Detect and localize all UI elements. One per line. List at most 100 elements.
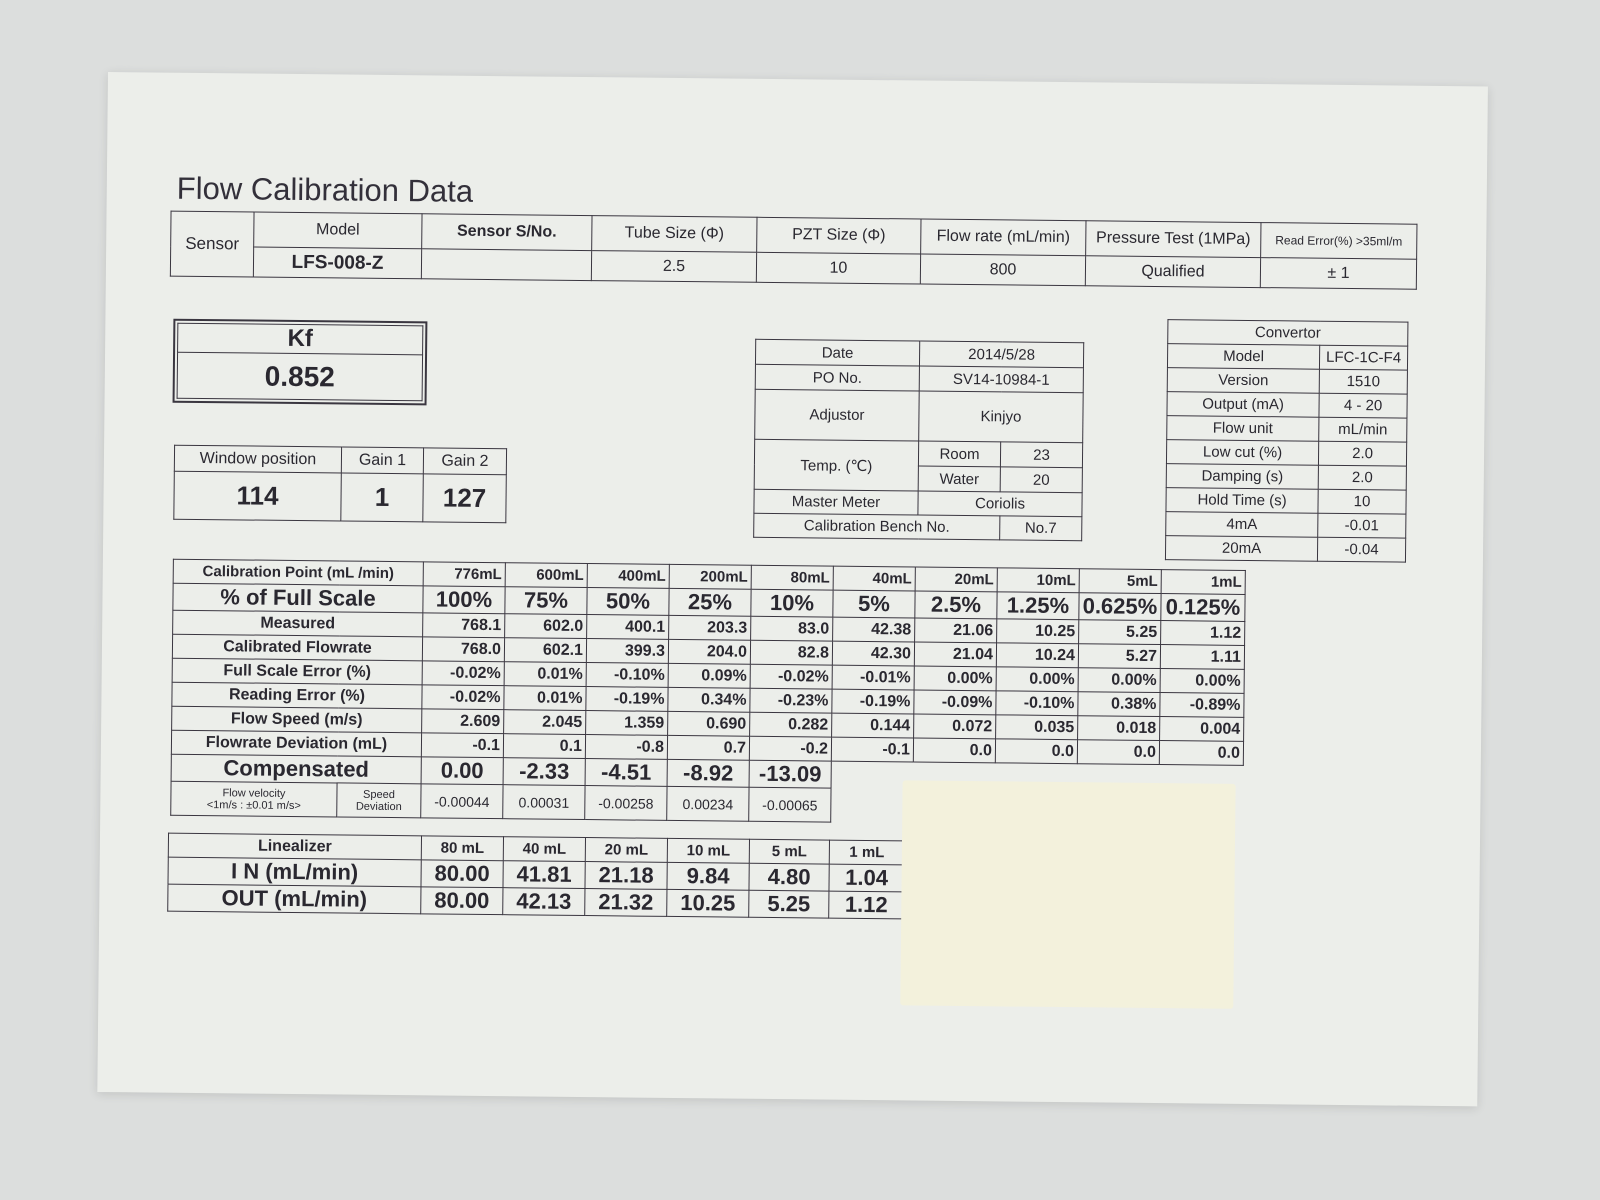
- convertor-row: 20mA -0.04: [1165, 535, 1406, 563]
- data-cell: 5.25: [1078, 619, 1161, 645]
- compensated-value: -13.09: [749, 760, 832, 789]
- linearizer-label: Linealizer: [168, 833, 422, 860]
- kf-value: 0.852: [177, 352, 423, 401]
- temp-label: Temp. (℃): [754, 439, 919, 492]
- data-cell: 40mL: [833, 566, 916, 591]
- convertor-value: 2.0: [1318, 465, 1407, 491]
- data-cell: -0.09%: [913, 689, 997, 715]
- master-meter-label: Master Meter: [753, 489, 919, 516]
- data-cell: 10.25: [996, 618, 1079, 644]
- data-cell: 602.1: [504, 637, 587, 663]
- linearizer-in-label: I N (mL/min): [167, 857, 422, 887]
- data-cell: -0.23%: [749, 688, 833, 714]
- data-cell: -0.89%: [1159, 692, 1245, 718]
- data-cell: 0.34%: [667, 687, 751, 713]
- pzt-size-value: 10: [756, 252, 921, 285]
- window-gain-table: Window position Gain 1 Gain 2 114 1 127: [173, 445, 507, 523]
- convertor-row: Damping (s) 2.0: [1166, 463, 1407, 491]
- data-cell: 400.1: [586, 614, 669, 640]
- pressure-test-header: Pressure Test (1MPa): [1085, 220, 1261, 258]
- data-cell: 100%: [422, 585, 506, 614]
- linearizer-in-value: 1.04: [828, 864, 905, 892]
- data-cell: 0.0: [913, 737, 996, 763]
- linearizer-header: 40 mL: [503, 836, 586, 862]
- data-cell: 0.09%: [668, 663, 751, 689]
- speed-deviation-label: Speed Deviation: [336, 782, 422, 818]
- linearizer-in-value: 9.84: [666, 862, 750, 891]
- speed-deviation-value: -0.00044: [420, 783, 504, 819]
- linearizer-in-value: 80.00: [420, 859, 504, 888]
- convertor-row: Low cut (%) 2.0: [1166, 439, 1407, 467]
- read-error-header: Read Error(%) >35ml/m: [1260, 222, 1417, 260]
- data-cell: 5mL: [1079, 568, 1162, 594]
- convertor-row: Model LFC-1C-F4: [1167, 343, 1408, 371]
- po-label: PO No.: [755, 364, 920, 392]
- data-cell: 1.12: [1160, 620, 1245, 646]
- data-cell: 42.38: [832, 617, 915, 642]
- kf-box: Kf 0.852: [172, 318, 428, 406]
- bench-label: Calibration Bench No.: [753, 513, 1000, 540]
- model-header: Model: [253, 212, 423, 249]
- convertor-label: Low cut (%): [1166, 439, 1319, 466]
- convertor-label: 4mA: [1165, 511, 1318, 538]
- data-cell: 0.0: [995, 738, 1078, 764]
- compensated-value: 0.00: [421, 756, 504, 785]
- calibration-sheet: Flow Calibration Data Sensor Model Senso…: [97, 72, 1488, 1107]
- data-cell: -0.02%: [422, 660, 505, 686]
- row-label: Full Scale Error (%): [172, 658, 423, 685]
- water-value: 20: [1000, 466, 1083, 493]
- window-position-value: 114: [173, 471, 342, 521]
- speed-deviation-value: -0.00258: [584, 785, 668, 821]
- linearizer-out-value: 10.25: [666, 889, 749, 918]
- info-table: Date 2014/5/28 PO No. SV14-10984-1 Adjusto…: [753, 339, 1084, 541]
- convertor-value: LFC-1C-F4: [1319, 345, 1408, 371]
- convertor-label: Damping (s): [1166, 463, 1319, 490]
- convertor-value: 1510: [1319, 369, 1408, 395]
- data-cell: 0.0: [1159, 740, 1244, 766]
- document-title: Flow Calibration Data: [176, 170, 474, 209]
- speed-deviation-value: -0.00065: [748, 787, 832, 823]
- data-cell: 83.0: [750, 616, 833, 642]
- flow-rate-header: Flow rate (mL/min): [920, 219, 1086, 256]
- tube-size-header: Tube Size (Φ): [591, 215, 758, 253]
- data-cell: 0.7: [667, 735, 750, 761]
- row-label: Flowrate Deviation (mL): [171, 730, 422, 757]
- data-cell: 0.004: [1159, 716, 1244, 742]
- sensor-table: Sensor Model Sensor S/No. Tube Size (Φ) …: [170, 211, 1418, 290]
- serial-header: Sensor S/No.: [421, 213, 593, 251]
- linearizer-header: 5 mL: [749, 839, 830, 865]
- convertor-value: 2.0: [1318, 441, 1407, 467]
- data-cell: 21.04: [914, 641, 997, 667]
- data-cell: -0.19%: [831, 689, 915, 714]
- linearizer-out-value: 42.13: [502, 887, 585, 916]
- data-cell: 602.0: [504, 613, 587, 639]
- data-cell: 0.00%: [914, 665, 997, 691]
- row-label: Calibration Point (mL /min): [173, 559, 424, 586]
- data-cell: 0.282: [749, 712, 832, 738]
- convertor-label: 20mA: [1165, 535, 1318, 562]
- data-cell: 82.8: [750, 640, 833, 666]
- linearizer-out-value: 5.25: [748, 890, 829, 919]
- adjustor-value: Kinjyo: [918, 391, 1084, 443]
- convertor-value: -0.01: [1317, 513, 1406, 539]
- data-cell: 0.690: [667, 711, 750, 737]
- data-cell: 600mL: [505, 562, 588, 588]
- convertor-value: 10: [1317, 489, 1407, 515]
- data-cell: 0.00%: [996, 666, 1079, 692]
- data-cell: 0.072: [913, 713, 996, 739]
- data-cell: 1mL: [1161, 569, 1246, 595]
- data-cell: -0.10%: [586, 662, 669, 688]
- pressure-test-value: Qualified: [1085, 255, 1261, 288]
- flow-rate-value: 800: [920, 254, 1086, 286]
- data-cell: -0.02%: [750, 664, 833, 690]
- linearizer-header: 10 mL: [667, 838, 750, 864]
- data-cell: 1.25%: [996, 591, 1080, 620]
- data-cell: 2.609: [421, 708, 504, 734]
- data-cell: 776mL: [423, 561, 506, 587]
- window-position-header: Window position: [174, 445, 342, 473]
- data-cell: -0.02%: [421, 684, 505, 710]
- serial-value: [421, 248, 592, 281]
- linearizer-header: 80 mL: [421, 835, 504, 861]
- kf-label: Kf: [177, 323, 423, 355]
- data-cell: 0.018: [1077, 715, 1160, 741]
